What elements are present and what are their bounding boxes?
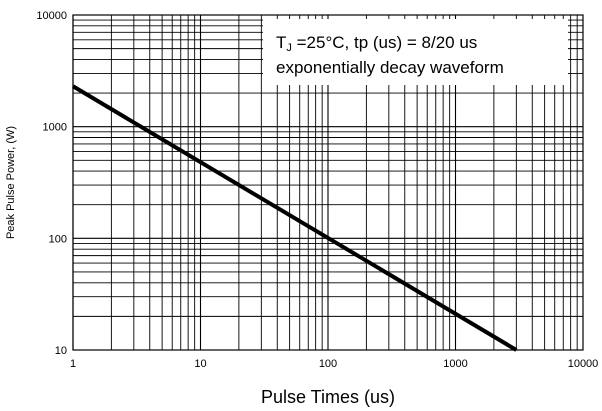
annotation-t: T — [276, 33, 286, 52]
annotation-subscript-j: J — [286, 42, 292, 54]
series-group — [71, 84, 518, 352]
annotation-line-2: exponentially decay waveform — [276, 58, 504, 77]
annotation-conditions: =25°C, tp (us) = 8/20 us — [292, 33, 477, 52]
series-line — [71, 84, 518, 352]
x-tick-label: 10000 — [568, 358, 599, 370]
x-tick-label: 1000 — [443, 358, 467, 370]
x-tick-labels: 1 10 100 1000 10000 — [70, 358, 598, 370]
y-tick-label: 100 — [49, 233, 67, 245]
annotation-box — [263, 19, 568, 85]
y-tick-labels: 10 100 1000 10000 — [36, 10, 67, 357]
x-tick-label: 10 — [194, 358, 206, 370]
plot-frame — [72, 14, 584, 351]
annotation-line-1: TJ =25°C, tp (us) = 8/20 us — [276, 33, 477, 54]
x-tick-label: 100 — [319, 358, 337, 370]
x-tick-label: 1 — [70, 358, 76, 370]
grid — [72, 15, 583, 351]
y-tick-label: 10000 — [36, 10, 67, 22]
y-tick-label: 10 — [55, 345, 67, 357]
y-axis-label: Peak Pulse Power, (W) — [5, 126, 17, 239]
y-tick-label: 1000 — [43, 122, 67, 134]
x-axis-label: Pulse Times (us) — [261, 387, 395, 407]
